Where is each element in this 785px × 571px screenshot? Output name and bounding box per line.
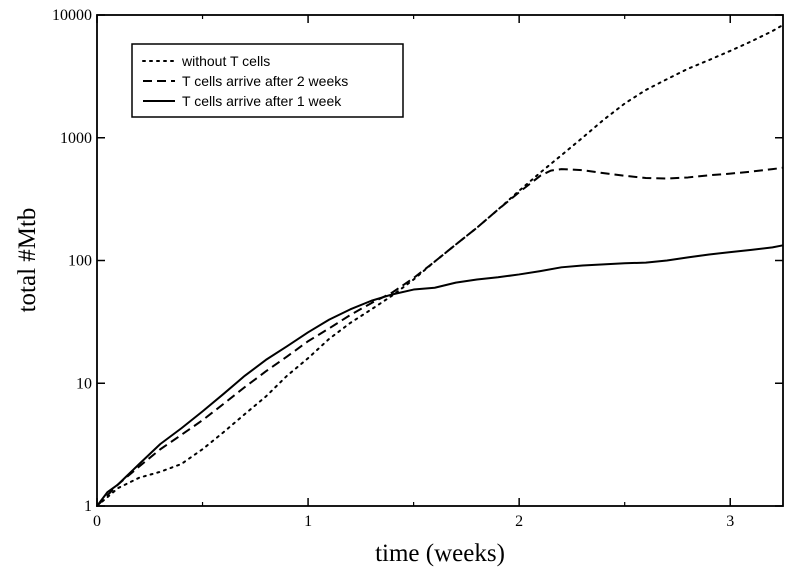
- y-tick-label: 10: [76, 375, 92, 392]
- x-tick-label: 1: [304, 513, 312, 530]
- y-tick-label: 10000: [52, 7, 92, 24]
- series-lines: [96, 23, 784, 507]
- legend-label-without-t-cells: without T cells: [181, 53, 270, 69]
- y-axis-title: total #Mtb: [14, 208, 41, 313]
- x-tick-label: 3: [726, 513, 734, 530]
- x-axis-title: time (weeks): [375, 540, 505, 567]
- series-line-2: [96, 166, 784, 507]
- tick-marks: [96, 14, 783, 507]
- legend-box: [131, 43, 404, 118]
- legend: without T cells T cells arrive after 2 w…: [131, 43, 404, 118]
- series-line-1: [96, 23, 784, 507]
- y-tick-label: 100: [68, 253, 92, 270]
- x-tick-label: 0: [93, 513, 101, 530]
- legend-label-1-week: T cells arrive after 1 week: [182, 93, 342, 109]
- legend-label-2-weeks: T cells arrive after 2 weeks: [182, 73, 348, 89]
- y-tick-label: 1000: [60, 130, 92, 147]
- y-tick-label: 1: [84, 498, 92, 515]
- series-line-3: [96, 244, 784, 507]
- x-tick-label: 2: [515, 513, 523, 530]
